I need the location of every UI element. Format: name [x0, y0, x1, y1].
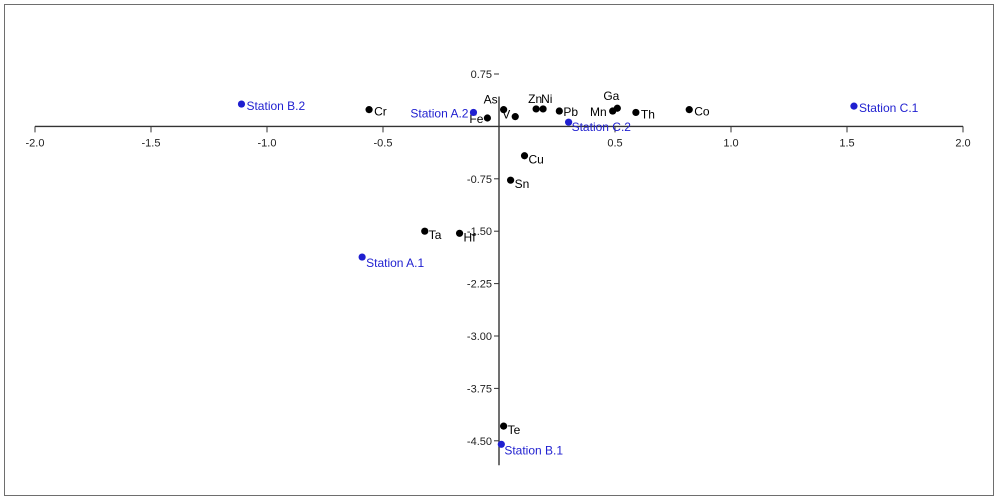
point-mn: [609, 107, 617, 115]
point-label-pb: Pb: [563, 105, 578, 119]
y-tick-label: -0.75: [467, 174, 492, 186]
point-cr: [365, 106, 373, 114]
point-station-a-1: [358, 253, 366, 261]
y-tick-label: -4.50: [467, 436, 492, 448]
y-tick-label: -1.50: [467, 226, 492, 238]
point-as: [500, 106, 508, 114]
point-fe: [483, 114, 491, 122]
point-ni: [539, 105, 547, 113]
x-tick-label: 1.0: [723, 137, 738, 149]
point-station-c-1: [850, 102, 858, 110]
point-label-te: Te: [508, 423, 521, 437]
point-label-ta: Ta: [429, 228, 442, 242]
x-tick-label: -1.5: [142, 137, 161, 149]
point-label-ga: Ga: [603, 89, 619, 103]
x-tick-label: -0.5: [374, 137, 393, 149]
y-tick-label: 0.75: [471, 69, 492, 81]
point-hf: [455, 229, 464, 237]
point-label-station-b-1: Station B.1: [504, 443, 563, 457]
scatter-plot: -2.0 -1.5 -1.0 -0.5 0.5 1.0 1.5 2.0 0.75 -0.75 -1.…: [26, 69, 971, 466]
point-label-cr: Cr: [374, 105, 387, 119]
point-label-cu: Cu: [529, 153, 544, 167]
y-tick-label: -2.25: [467, 279, 492, 291]
x-tick-label: 1.5: [839, 137, 854, 149]
point-label-mn: Mn: [590, 105, 607, 119]
station-points: Station B.2 Station A.2 Station C.1 Station…: [237, 99, 919, 457]
point-station-c-2: [565, 118, 573, 126]
point-label-v: V: [502, 108, 510, 122]
point-label-station-c-1: Station C.1: [859, 101, 919, 115]
point-station-b-2: [237, 100, 246, 108]
point-label-ni: Ni: [541, 92, 552, 106]
y-tick-label: -3.00: [467, 331, 492, 343]
point-th: [632, 108, 640, 117]
point-sn: [507, 176, 515, 184]
point-ta: [421, 227, 429, 235]
x-tick-label: -1.0: [258, 137, 277, 149]
point-label-zn: Zn: [528, 92, 542, 106]
point-label-sn: Sn: [515, 177, 530, 191]
ticks: -2.0 -1.5 -1.0 -0.5 0.5 1.0 1.5 2.0 0.75 -0.75 -1.…: [26, 69, 971, 448]
point-pb: [555, 107, 563, 115]
point-label-co: Co: [694, 105, 710, 119]
point-label-station-c-2: Station C.2: [572, 120, 632, 134]
point-te: [500, 422, 508, 430]
x-tick-label: 2.0: [955, 137, 970, 149]
point-label-station-a-1: Station A.1: [366, 256, 424, 270]
point-label-station-a-2: Station A.2: [410, 106, 468, 120]
point-label-th: Th: [641, 107, 655, 121]
point-zn: [532, 105, 540, 113]
point-label-station-b-2: Station B.2: [246, 99, 305, 113]
x-tick-label: -2.0: [26, 137, 45, 149]
axes: [35, 96, 963, 466]
point-v: [511, 113, 519, 121]
point-label-as: As: [484, 93, 498, 107]
point-label-hf: Hf: [464, 230, 477, 244]
point-station-b-1: [497, 440, 505, 448]
y-tick-label: -3.75: [467, 383, 492, 395]
point-station-a-2: [469, 108, 478, 117]
point-co: [685, 106, 693, 114]
x-tick-label: 0.5: [607, 137, 622, 149]
point-cu: [520, 152, 529, 160]
chart-frame: -2.0 -1.5 -1.0 -0.5 0.5 1.0 1.5 2.0 0.75 -0.75 -1.…: [4, 4, 994, 496]
